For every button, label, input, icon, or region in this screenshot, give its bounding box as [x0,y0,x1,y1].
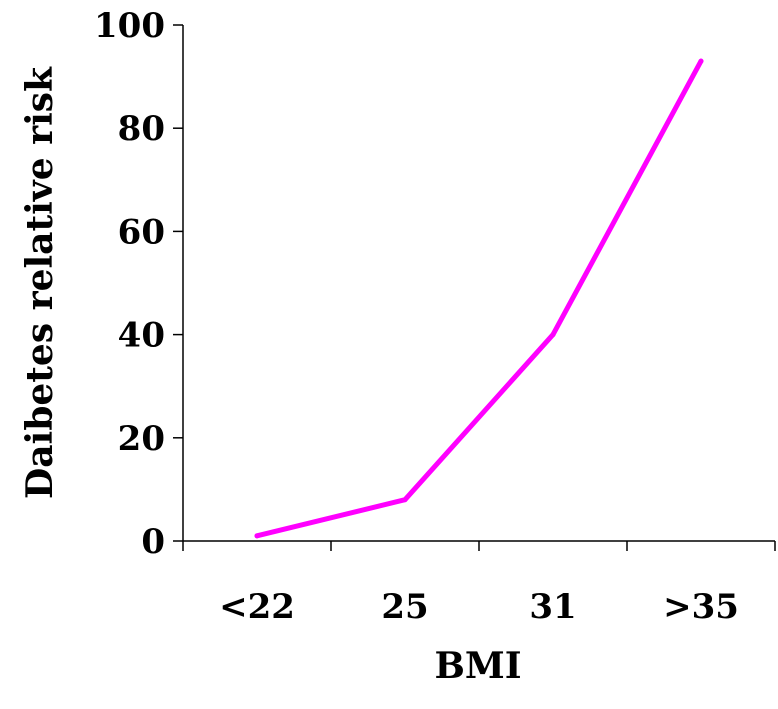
series-layer [254,58,704,539]
y-tick-label: 80 [118,109,165,149]
y-tick-label: 100 [94,6,165,46]
y-tick-label: 60 [118,212,165,252]
y-axis-title: Daibetes relative risk [19,66,61,499]
x-tick-label: 31 [529,587,576,627]
x-axis-title: BMI [434,645,521,687]
y-tick-label: 0 [141,522,165,562]
series-line [254,58,704,539]
x-ticks: <22 25 31 >35 [182,541,776,627]
x-tick-label: >35 [663,587,739,627]
x-tick-label: 25 [381,587,428,627]
series-point [402,497,408,503]
x-tick-label: <22 [219,587,295,627]
series-point [698,58,704,64]
y-tick-label: 40 [118,316,165,356]
series-point [550,332,556,338]
y-tick-label: 20 [118,419,165,459]
series-point [254,533,260,539]
y-ticks: 0 20 40 60 80 100 [94,6,183,562]
plot-area: 0 20 40 60 80 100 <22 25 31 >35 [94,6,776,627]
